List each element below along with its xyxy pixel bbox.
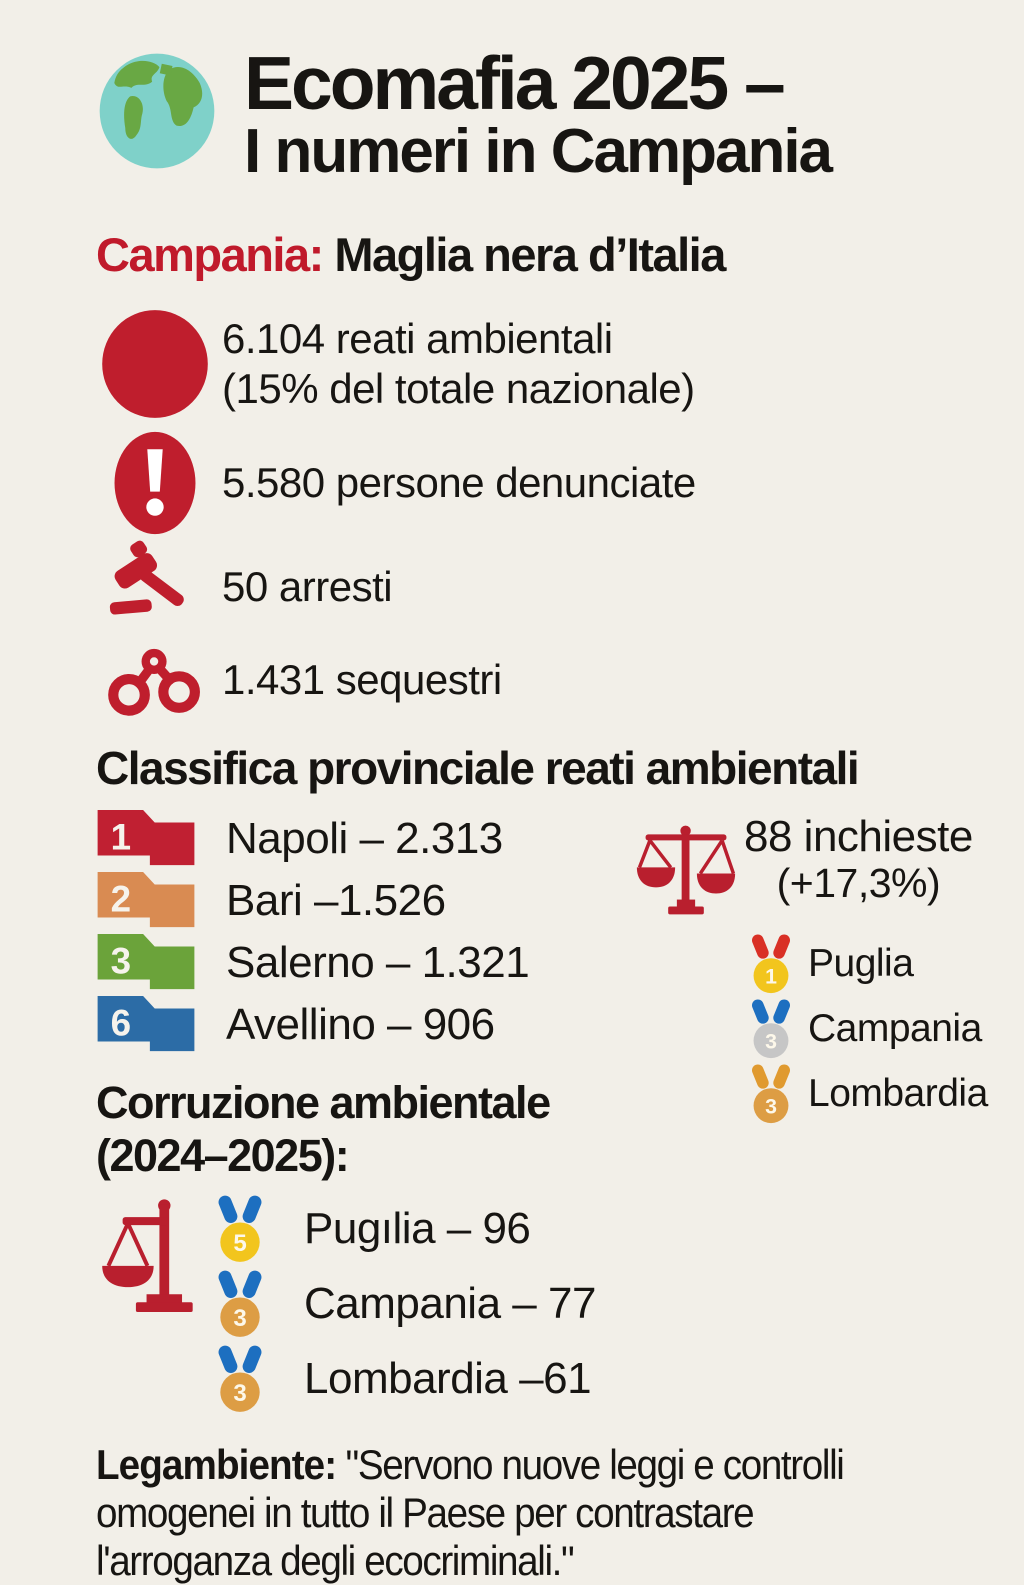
gold-medal-icon: 1 [751,934,791,994]
handcuffs-icon [96,643,214,717]
svg-text:3: 3 [233,1305,246,1332]
corr-row-puglia: 5 Pugılia – 96 [214,1194,596,1264]
subhead: Campania: Maglia nera d’Italia [96,227,1000,282]
svg-text:1: 1 [765,964,777,988]
rank-folder-icon: 3 [97,933,195,990]
gavel-icon [96,540,214,635]
stat-reati: 6.104 reati ambientali (15% del totale n… [96,308,1000,420]
title-line-1: Ecomafia 2025 – [244,41,786,125]
svg-text:3: 3 [233,1380,246,1407]
rank-folder-icon: 6 [97,995,195,1052]
subhead-region: Campania: [96,228,324,281]
classifica-heading: Classifica provinciale reati ambientali [96,742,860,794]
inchieste-column: 88 inchieste (+17,3%) 1 Puglia [636,812,1024,1128]
corr-label: Lombardia –61 [304,1354,592,1404]
medal-label: Lombardia [808,1072,988,1115]
svg-text:5: 5 [233,1230,246,1257]
bronze-medal-icon: 3 [751,1064,791,1124]
quote-line-1: "Servono nuove leggi e controlli [345,1441,845,1489]
rank-label: Bari –1.526 [226,876,446,925]
quote-line-3: l'arroganza degli ecocriminali." [96,1537,575,1585]
rank-row-salerno: 3 Salerno – 1.321 [96,933,1000,993]
globe-icon [99,53,215,169]
classifica-list: 1 Napoli – 2.313 2 Bari –1.526 3 Salerno… [96,809,1000,1055]
bronze-medal-icon: 3 [218,1270,262,1338]
svg-text:3: 3 [765,1094,777,1118]
page-title: Ecomafia 2025 – I numeri in Campania [244,41,833,186]
corruzione-list: 5 Pugılia – 96 3 Campania – 77 [214,1194,596,1419]
stat-arresti: 50 arresti [96,540,1000,635]
medal-row-lombardia: 3 Lombardia [748,1063,1024,1125]
rank-row-avellino: 6 Avellino – 906 [96,995,1000,1055]
medal-label: Puglia [808,942,914,985]
stat-sequestri: 1.431 sequestri [96,643,1000,717]
gold-medal-icon: 5 [218,1195,262,1263]
rank-row-napoli: 1 Napoli – 2.313 [96,809,1000,869]
svg-text:2: 2 [111,879,131,920]
header: Ecomafia 2025 – I numeri in Campania [96,46,1000,183]
inchieste-delta: (+17,3%) [776,860,941,907]
corr-label: Pugılia – 96 [304,1204,531,1254]
tilted-scale-icon [102,1199,193,1313]
legambiente-quote: Legambiente: "Servono nuove leggi e cont… [96,1441,1024,1585]
corruzione-block: 5 Pugılia – 96 3 Campania – 77 [96,1194,1000,1419]
corruzione-heading-line1: Corruzione ambientale [96,1077,551,1128]
subhead-rest: Maglia nera d’Italia [334,228,726,281]
exclamation-icon [96,430,214,536]
corruzione-heading: Corruzione ambientale (2024–2025): [96,1077,1000,1182]
corr-row-campania: 3 Campania – 77 [214,1269,596,1339]
medal-row-puglia: 1 Puglia [748,933,1024,995]
inchieste-medal-list: 1 Puglia 3 Campania [748,933,1024,1125]
stat-reati-text: 6.104 reati ambientali (15% del totale n… [222,314,695,412]
corruzione-heading-line2: (2024–2025): [96,1129,350,1181]
scales-icon [636,825,736,915]
stat-denunce: 5.580 persone denunciate [96,430,1000,536]
inchieste-text: 88 inchieste (+17,3%) [744,812,973,907]
svg-text:3: 3 [111,941,131,982]
title-line-2: I numeri in Campania [244,117,833,186]
quote-line-2: omogenei in tutto il Paese per contrasta… [96,1489,755,1537]
stat-arresti-text: 50 arresti [222,563,393,611]
stat-denunce-text: 5.580 persone denunciate [222,458,696,506]
rank-folder-icon: 2 [97,871,195,928]
medal-row-campania: 3 Campania [748,998,1024,1060]
classifica-columns: 1 Napoli – 2.313 2 Bari –1.526 3 Salerno… [96,809,1000,1124]
corr-label: Campania – 77 [304,1279,596,1329]
corr-row-lombardia: 3 Lombardia –61 [214,1344,596,1414]
stat-sequestri-text: 1.431 sequestri [222,655,502,703]
rank-folder-icon: 1 [97,809,195,866]
bronze-medal-icon: 3 [218,1345,262,1413]
svg-text:6: 6 [111,1003,131,1044]
rank-label: Avellino – 906 [226,1000,495,1049]
rank-label: Napoli – 2.313 [226,814,503,863]
svg-text:1: 1 [111,817,131,858]
rank-row-bari: 2 Bari –1.526 [96,871,1000,931]
quote-source: Legambiente: [96,1441,337,1489]
silver-medal-icon: 3 [751,999,791,1059]
rank-label: Salerno – 1.321 [226,938,530,987]
inchieste-value: 88 inchieste [744,812,973,861]
svg-text:3: 3 [765,1029,777,1053]
red-circle-icon [96,308,214,420]
inchieste-stat: 88 inchieste (+17,3%) [636,812,1024,919]
medal-label: Campania [808,1007,982,1050]
